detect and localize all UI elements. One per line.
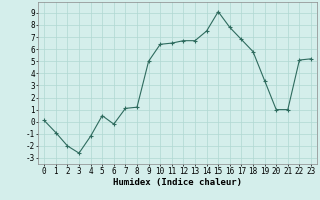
X-axis label: Humidex (Indice chaleur): Humidex (Indice chaleur) xyxy=(113,178,242,187)
